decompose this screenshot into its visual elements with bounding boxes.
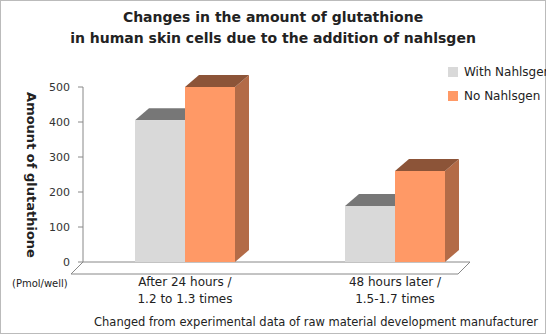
- bar-front: [135, 120, 185, 262]
- bar-front: [395, 171, 445, 262]
- source-note: Changed from experimental data of raw ma…: [94, 315, 538, 329]
- x-tick-label: 1.2 to 1.3 times: [137, 292, 232, 306]
- y-tick-label: 300: [49, 151, 70, 164]
- frame: [1, 1, 546, 334]
- y-tick-label: 400: [49, 116, 70, 129]
- legend-swatch: [448, 67, 458, 77]
- y-tick-label: 0: [63, 256, 70, 269]
- bar-top: [185, 75, 249, 87]
- x-tick-label: 1.5-1.7 times: [355, 292, 435, 306]
- y-tick-label: 100: [49, 221, 70, 234]
- title: in human skin cells due to the addition …: [70, 30, 476, 46]
- legend-label: No Nahlsgen: [464, 89, 540, 103]
- title: Changes in the amount of glutathione: [123, 9, 423, 25]
- bar: [185, 75, 249, 262]
- y-label: Amount of glutathione: [24, 92, 39, 258]
- bar: [395, 159, 459, 262]
- y-tick: [78, 87, 83, 88]
- chart: Changes in the amount of glutathione in h…: [0, 0, 546, 334]
- unit-note: (Pmol/well): [12, 278, 68, 289]
- y-tick: [78, 262, 83, 263]
- bar-side: [445, 159, 459, 262]
- y-axis: [83, 87, 84, 262]
- y-tick-label: 500: [49, 81, 70, 94]
- bars: [135, 75, 459, 262]
- y-tick: [78, 157, 83, 158]
- bar-front: [345, 206, 395, 262]
- legend-swatch: [448, 91, 458, 101]
- legend-label: With Nahlsgen: [464, 65, 546, 79]
- bar-front: [185, 87, 235, 262]
- x-tick-label: 48 hours later /: [349, 275, 442, 289]
- bar-top: [395, 159, 459, 171]
- bar-side: [235, 75, 249, 262]
- y-tick: [78, 192, 83, 193]
- floor: [71, 262, 470, 274]
- x-tick-label: After 24 hours /: [138, 275, 232, 289]
- y-tick-label: 200: [49, 186, 70, 199]
- y-tick: [78, 227, 83, 228]
- y-tick: [78, 122, 83, 123]
